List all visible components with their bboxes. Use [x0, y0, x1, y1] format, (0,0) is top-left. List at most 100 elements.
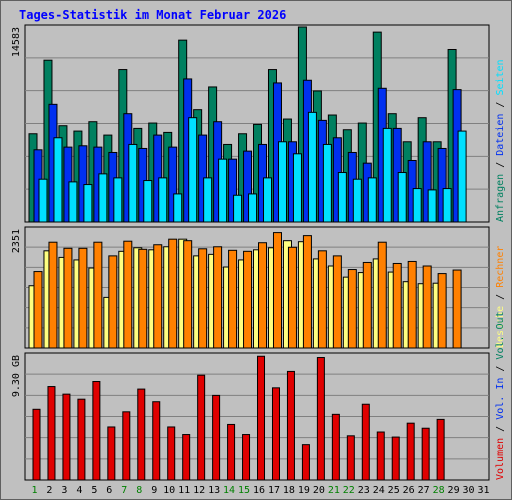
bar-seiten-day-15 [248, 193, 258, 223]
bar-rechner-day-28 [437, 273, 447, 349]
bar-volumen-day-24 [376, 431, 385, 481]
bar-volumen-day-28 [436, 418, 445, 481]
bar-seiten-day-8 [143, 180, 153, 223]
bar-volumen-day-9 [152, 401, 161, 481]
day-label-2: 2 [46, 485, 52, 496]
bar-rechner-day-17 [272, 232, 282, 349]
bar-volumen-day-12 [197, 374, 206, 481]
bar-seiten-day-23 [367, 177, 377, 223]
day-label-30: 30 [463, 485, 475, 496]
bar-seiten-day-29 [457, 130, 467, 223]
bar-rechner-day-20 [317, 250, 327, 349]
bar-seiten-day-3 [68, 181, 78, 223]
bar-seiten-day-18 [292, 153, 302, 223]
day-label-27: 27 [418, 485, 430, 496]
bar-rechner-day-29 [452, 269, 462, 349]
day-label-4: 4 [76, 485, 82, 496]
y-max-label: 2351 [11, 229, 22, 253]
day-label-5: 5 [91, 485, 97, 496]
bar-rechner-day-18 [287, 246, 297, 349]
bar-volumen-day-13 [212, 394, 221, 481]
bar-seiten-day-7 [128, 143, 138, 223]
bar-dateien-day-27 [422, 141, 432, 223]
day-label-1: 1 [31, 485, 37, 496]
legend-entry-volumen: Volumen [495, 438, 506, 480]
day-label-25: 25 [388, 485, 400, 496]
bar-rechner-day-25 [392, 262, 402, 349]
bar-volumen-day-4 [77, 398, 86, 481]
bar-volumen-day-26 [406, 422, 415, 481]
bar-seiten-day-21 [337, 172, 347, 223]
bar-volumen-day-8 [137, 388, 146, 481]
day-label-29: 29 [448, 485, 460, 496]
bar-volumen-day-14 [227, 423, 236, 481]
legend-separator: / [495, 96, 506, 114]
day-label-7: 7 [121, 485, 127, 496]
bar-seiten-day-10 [173, 193, 183, 223]
bar-seiten-day-16 [263, 177, 273, 223]
bar-rechner-day-14 [228, 249, 238, 349]
bar-rechner-day-22 [347, 269, 357, 349]
bar-rechner-day-3 [63, 247, 73, 349]
bar-seiten-day-22 [352, 178, 362, 223]
day-label-31: 31 [477, 485, 489, 496]
bar-rechner-day-10 [168, 238, 178, 349]
bar-rechner-day-21 [332, 255, 342, 349]
bar-volumen-day-23 [361, 403, 370, 481]
day-label-23: 23 [358, 485, 370, 496]
bar-rechner-day-27 [422, 265, 432, 349]
day-label-10: 10 [163, 485, 175, 496]
bar-volumen-day-21 [331, 413, 340, 481]
day-label-24: 24 [373, 485, 385, 496]
bar-rechner-day-23 [362, 261, 372, 349]
bar-seiten-day-28 [442, 188, 452, 223]
bar-volumen-day-19 [301, 444, 310, 481]
day-label-6: 6 [106, 485, 112, 496]
bar-dateien-day-4 [78, 145, 88, 223]
bar-volumen-day-27 [421, 427, 430, 481]
chart-title: Tages-Statistik im Monat Februar 2026 [19, 8, 287, 22]
bar-volumen-day-2 [47, 386, 56, 481]
day-label-22: 22 [343, 485, 355, 496]
bar-rechner-day-26 [407, 260, 417, 349]
bar-volumen-day-17 [271, 387, 280, 481]
legend-separator: / [495, 288, 506, 306]
bar-rechner-day-1 [33, 271, 43, 349]
legend-entry-rechner: Rechner [495, 246, 506, 288]
day-label-12: 12 [193, 485, 205, 496]
day-label-14: 14 [223, 485, 235, 496]
bar-volumen-day-15 [242, 434, 251, 481]
bar-rechner-day-24 [377, 241, 387, 349]
bar-rechner-day-8 [138, 248, 148, 349]
bar-volumen-day-25 [391, 436, 400, 481]
day-label-3: 3 [61, 485, 67, 496]
day-label-16: 16 [253, 485, 265, 496]
bar-seiten-day-25 [397, 172, 407, 223]
bar-seiten-day-11 [188, 117, 198, 223]
bar-seiten-day-19 [307, 111, 317, 223]
bar-seiten-day-9 [158, 177, 168, 223]
bar-volumen-day-11 [182, 434, 191, 481]
bar-seiten-day-26 [412, 188, 422, 223]
legend-entry-besuche: Besuche [495, 306, 506, 348]
bar-volumen-day-5 [92, 381, 101, 481]
day-label-20: 20 [313, 485, 325, 496]
bar-seiten-day-5 [98, 173, 108, 223]
bar-rechner-day-7 [123, 240, 133, 349]
bar-volumen-day-10 [167, 426, 176, 481]
day-label-18: 18 [283, 485, 295, 496]
day-label-11: 11 [178, 485, 190, 496]
day-label-26: 26 [403, 485, 415, 496]
bar-dateien-day-10 [168, 146, 178, 223]
bar-volumen-day-3 [62, 393, 71, 481]
legend-entry-seiten: Seiten [495, 59, 506, 95]
day-label-17: 17 [268, 485, 280, 496]
bar-rechner-day-13 [213, 246, 223, 349]
legend-entry-anfragen: Anfragen [495, 174, 506, 222]
bar-seiten-day-24 [382, 127, 392, 223]
bar-volumen-day-20 [316, 357, 325, 481]
legend-separator: / [495, 360, 506, 378]
day-label-9: 9 [151, 485, 157, 496]
